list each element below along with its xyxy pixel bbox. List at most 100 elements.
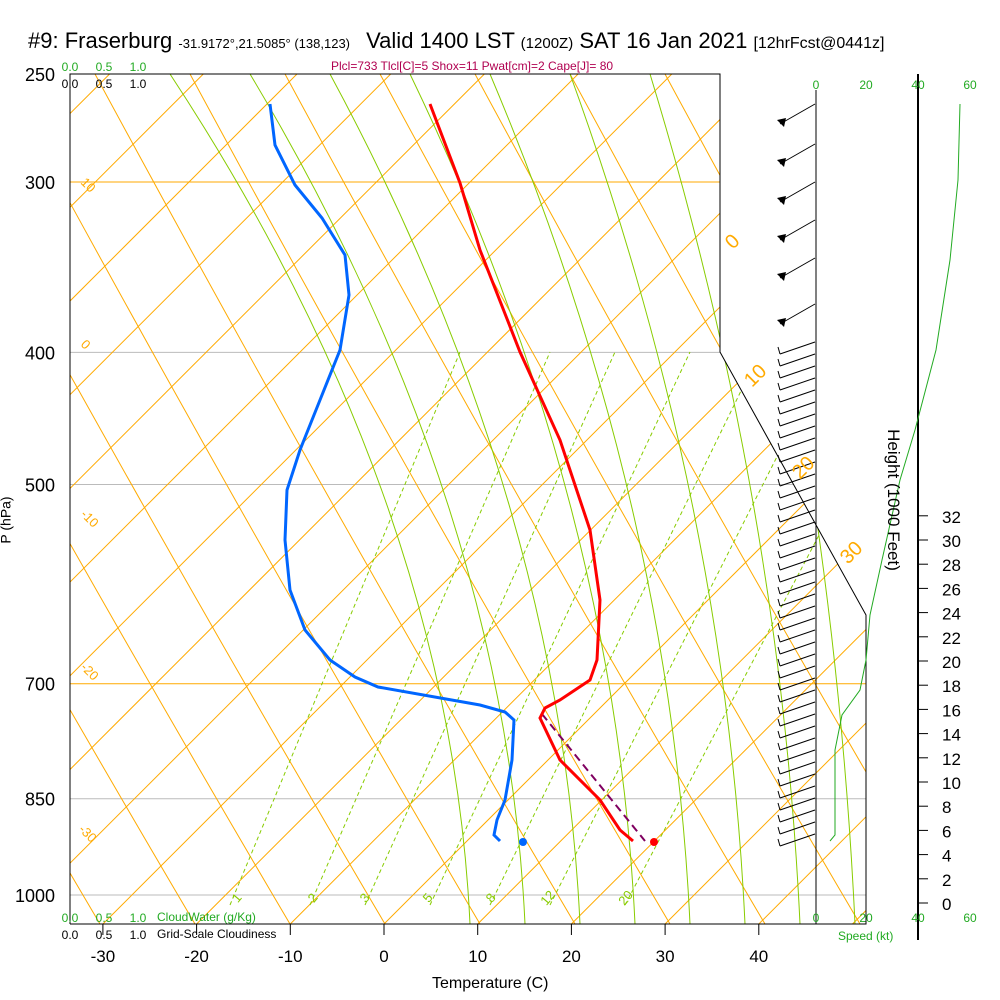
wind-barb [779, 103, 816, 125]
height-tick-label: 4 [942, 847, 951, 866]
wind-barb-feather [777, 514, 781, 523]
wind-barb [779, 761, 816, 775]
speed-tick-label-top: 40 [911, 78, 925, 92]
wind-barb [779, 353, 816, 367]
isotherm [70, 74, 579, 924]
wind-barb-feather [777, 742, 781, 751]
wind-barb-feather [777, 646, 781, 655]
isotherm [70, 74, 860, 924]
wind-barb-feather [777, 622, 781, 631]
dewpoint-profile [268, 103, 516, 843]
wind-barb-feather [777, 598, 781, 607]
x-axis-label: Temperature (C) [432, 975, 549, 992]
speed-tick-label-top: 60 [963, 78, 977, 92]
forecast-date: SAT 16 Jan 2021 [579, 28, 748, 53]
isotherm [70, 74, 298, 924]
height-tick-label: 18 [942, 677, 961, 696]
wind-barb [779, 749, 816, 763]
wind-barb-feather [777, 718, 781, 727]
wind-barb [779, 143, 816, 165]
wind-barb [779, 617, 816, 631]
speed-axis-label: Speed (kt) [838, 929, 894, 943]
parcel-path [541, 713, 646, 842]
mixing-ratio-label: 2 [305, 890, 321, 905]
dry-adiabat [70, 74, 481, 924]
isotherm [196, 74, 866, 924]
wind-barb-feather [777, 538, 781, 547]
dry-adiabat-label: -10 [78, 507, 102, 531]
wind-barb [779, 833, 816, 847]
wind-barb [779, 485, 816, 499]
speed-tick-label-top: 20 [859, 78, 873, 92]
dry-adiabat [950, 74, 1000, 924]
wind-barb-feather [777, 790, 781, 799]
dry-adiabat [189, 74, 671, 924]
isotherm [383, 74, 866, 924]
wind-barb-feather [777, 418, 781, 427]
wind-barb [779, 219, 816, 241]
wind-barb [779, 437, 816, 451]
wind-barb [779, 413, 816, 427]
temperature-tick-label: 40 [749, 947, 768, 966]
isotherm [289, 74, 866, 924]
wind-barb-feather [777, 526, 781, 535]
dry-adiabat [70, 74, 196, 924]
wind-barb [779, 303, 816, 325]
height-tick-label: 8 [942, 798, 951, 817]
y-axis-label: P (hPa) [0, 496, 14, 543]
cloudwater-tick: 0.0 [62, 911, 79, 925]
cloudiness-tick-top: 1.0 [130, 77, 147, 91]
wind-barb-feather [777, 802, 781, 811]
wind-barb [779, 629, 816, 643]
height-tick-label: 30 [942, 532, 961, 551]
height-tick-label: 2 [942, 871, 951, 890]
wind-barb-feather [777, 490, 781, 499]
height-tick-label: 0 [942, 895, 951, 914]
wind-barb [779, 521, 816, 535]
title-bar: #9: Fraserburg -31.9172°,21.5085° (138,1… [28, 28, 884, 54]
wind-barb [779, 797, 816, 811]
wind-barb-feather [777, 706, 781, 715]
wind-barb-feather [777, 394, 781, 403]
wind-barb [779, 545, 816, 559]
mixing-ratio-line [364, 351, 616, 906]
dry-adiabat-label: -30 [76, 822, 100, 846]
speed-tick-label-top: 0 [813, 78, 820, 92]
wind-barb-feather [777, 730, 781, 739]
wind-barb-pennant [777, 158, 786, 167]
pressure-tick-label: 400 [25, 343, 55, 363]
wind-barb-pennant [777, 318, 786, 327]
dry-adiabat [379, 74, 861, 924]
wind-barb-feather [777, 562, 781, 571]
wind-barb [779, 737, 816, 751]
wind-barb [779, 773, 816, 787]
mixing-ratio-line [309, 351, 551, 906]
temperature-tick-label: -30 [91, 947, 116, 966]
wind-barb-feather [777, 370, 781, 379]
valid-time: Valid 1400 LST [366, 28, 515, 53]
moist-adiabat [489, 74, 691, 924]
wind-barb-feather [777, 442, 781, 451]
pressure-tick-label: 500 [25, 475, 55, 495]
dry-adiabat [759, 74, 866, 924]
mixing-ratio-line [429, 351, 691, 906]
wind-barb-feather [777, 778, 781, 787]
wind-barb [779, 821, 816, 835]
height-tick-label: 12 [942, 750, 961, 769]
wind-barb [779, 557, 816, 571]
cloudwater-tick-top: 0.5 [96, 60, 113, 74]
wind-barb-feather [777, 826, 781, 835]
moist-adiabat [649, 74, 801, 924]
mixing-ratio-line [229, 351, 461, 906]
wind-barb [779, 509, 816, 523]
wind-barb-pennant [777, 234, 786, 243]
wind-barb-feather [777, 766, 781, 775]
wind-barb [779, 701, 816, 715]
moist-adiabat [249, 74, 526, 924]
wind-barb [779, 461, 816, 475]
height-tick-label: 16 [942, 701, 961, 720]
wind-barb-feather [777, 694, 781, 703]
isotherm [571, 74, 866, 924]
moist-adiabat [409, 74, 636, 924]
station-coords: -31.9172°,21.5085° (138,123) [178, 36, 351, 51]
